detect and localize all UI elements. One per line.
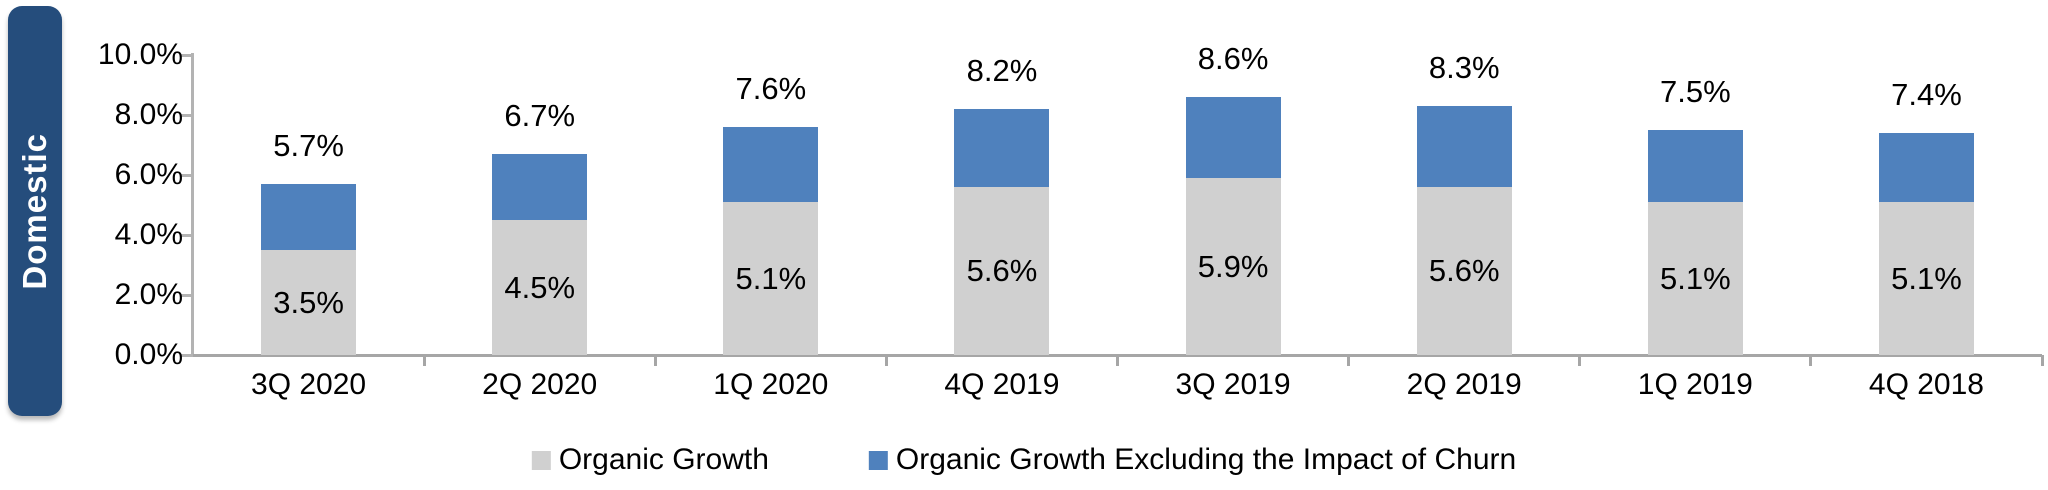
y-axis-tick [181, 353, 193, 357]
legend-label: Organic Growth [558, 443, 769, 476]
y-axis-tick [181, 293, 193, 297]
x-axis-category-label: 1Q 2019 [1637, 368, 1753, 401]
x-axis-tick [2040, 355, 2044, 366]
legend-label: Organic Growth Excluding the Impact of C… [895, 443, 1517, 476]
y-axis-tick-label: 6.0% [114, 158, 183, 191]
bar-total-label: 8.6% [1197, 41, 1269, 76]
legend-swatch-gray [531, 450, 551, 470]
bar-inside-label: 5.1% [1659, 260, 1731, 296]
x-axis-category-label: 3Q 2020 [251, 368, 367, 401]
bar-segment-excl-churn [954, 109, 1050, 187]
bar-inside-label: 5.1% [735, 260, 807, 296]
bar-total-label: 7.6% [735, 71, 807, 106]
bar-inside-label: 5.6% [966, 253, 1038, 288]
bar-total-label: 7.5% [1659, 74, 1731, 109]
y-axis-tick-label: 4.0% [114, 218, 183, 251]
chart-legend: Organic Growth Organic Growth Excluding … [531, 443, 1517, 477]
x-axis-category-label: 2Q 2020 [482, 368, 598, 401]
y-axis-tick-label: 2.0% [114, 278, 183, 311]
y-axis-tick-label: 0.0% [114, 338, 183, 371]
bar-segment-excl-churn [723, 127, 819, 202]
x-axis-tick [884, 355, 888, 366]
bar-segment-organic-growth [954, 187, 1050, 355]
bar-segment-organic-growth [1416, 187, 1512, 355]
bar-segment-excl-churn [261, 184, 357, 250]
bar-inside-label: 3.5% [273, 284, 344, 320]
bar-inside-label: 5.9% [1197, 248, 1269, 284]
legend-item-organic-growth-excl-churn: Organic Growth Excluding the Impact of C… [868, 443, 1517, 477]
row-title: Domestic [16, 132, 53, 290]
y-axis-line [191, 53, 194, 356]
bar-total-label: 8.3% [1428, 50, 1500, 85]
y-axis-tick-label: 10.0% [97, 38, 183, 71]
bar-segment-organic-growth [492, 220, 588, 355]
bar-segment-excl-churn [492, 154, 588, 220]
bar-segment-excl-churn [1416, 106, 1512, 187]
x-axis-tick [422, 355, 426, 366]
y-axis-tick [181, 113, 193, 117]
bar-inside-label: 4.5% [504, 269, 576, 305]
x-axis-tick [1347, 355, 1351, 366]
bar-segment-organic-growth [1647, 202, 1743, 355]
x-axis-tick [653, 355, 657, 366]
x-axis-category-label: 1Q 2020 [713, 368, 829, 401]
bar-inside-label: 5.6% [1428, 253, 1500, 288]
x-axis-category-label: 3Q 2019 [1175, 368, 1291, 401]
x-axis-category-label: 4Q 2019 [944, 368, 1060, 401]
x-axis-tick [1578, 355, 1582, 366]
legend-item-organic-growth: Organic Growth [531, 443, 769, 477]
bar-segment-organic-growth [261, 250, 357, 355]
x-axis-tick [1809, 355, 1813, 366]
bar-segment-excl-churn [1878, 133, 1974, 202]
legend-swatch-blue [868, 450, 888, 470]
bar-total-label: 5.7% [273, 128, 344, 163]
y-axis-tick [181, 53, 193, 57]
bar-total-label: 8.2% [966, 53, 1038, 88]
y-axis-tick-label: 8.0% [114, 98, 183, 131]
bar-inside-label: 5.1% [1891, 260, 1962, 296]
bar-total-label: 6.7% [504, 98, 576, 133]
domestic-row-banner: Domestic [8, 6, 62, 416]
bar-total-label: 7.4% [1891, 77, 1962, 112]
y-axis-tick [181, 173, 193, 177]
bar-segment-excl-churn [1647, 130, 1743, 202]
x-axis-category-label: 2Q 2019 [1406, 368, 1522, 401]
bar-segment-organic-growth [1185, 178, 1281, 355]
bar-segment-excl-churn [1185, 97, 1281, 178]
bar-segment-organic-growth [723, 202, 819, 355]
x-axis-category-label: 4Q 2018 [1868, 368, 1984, 401]
y-axis-tick [181, 233, 193, 237]
bar-segment-organic-growth [1878, 202, 1974, 355]
x-axis-tick [1116, 355, 1119, 366]
